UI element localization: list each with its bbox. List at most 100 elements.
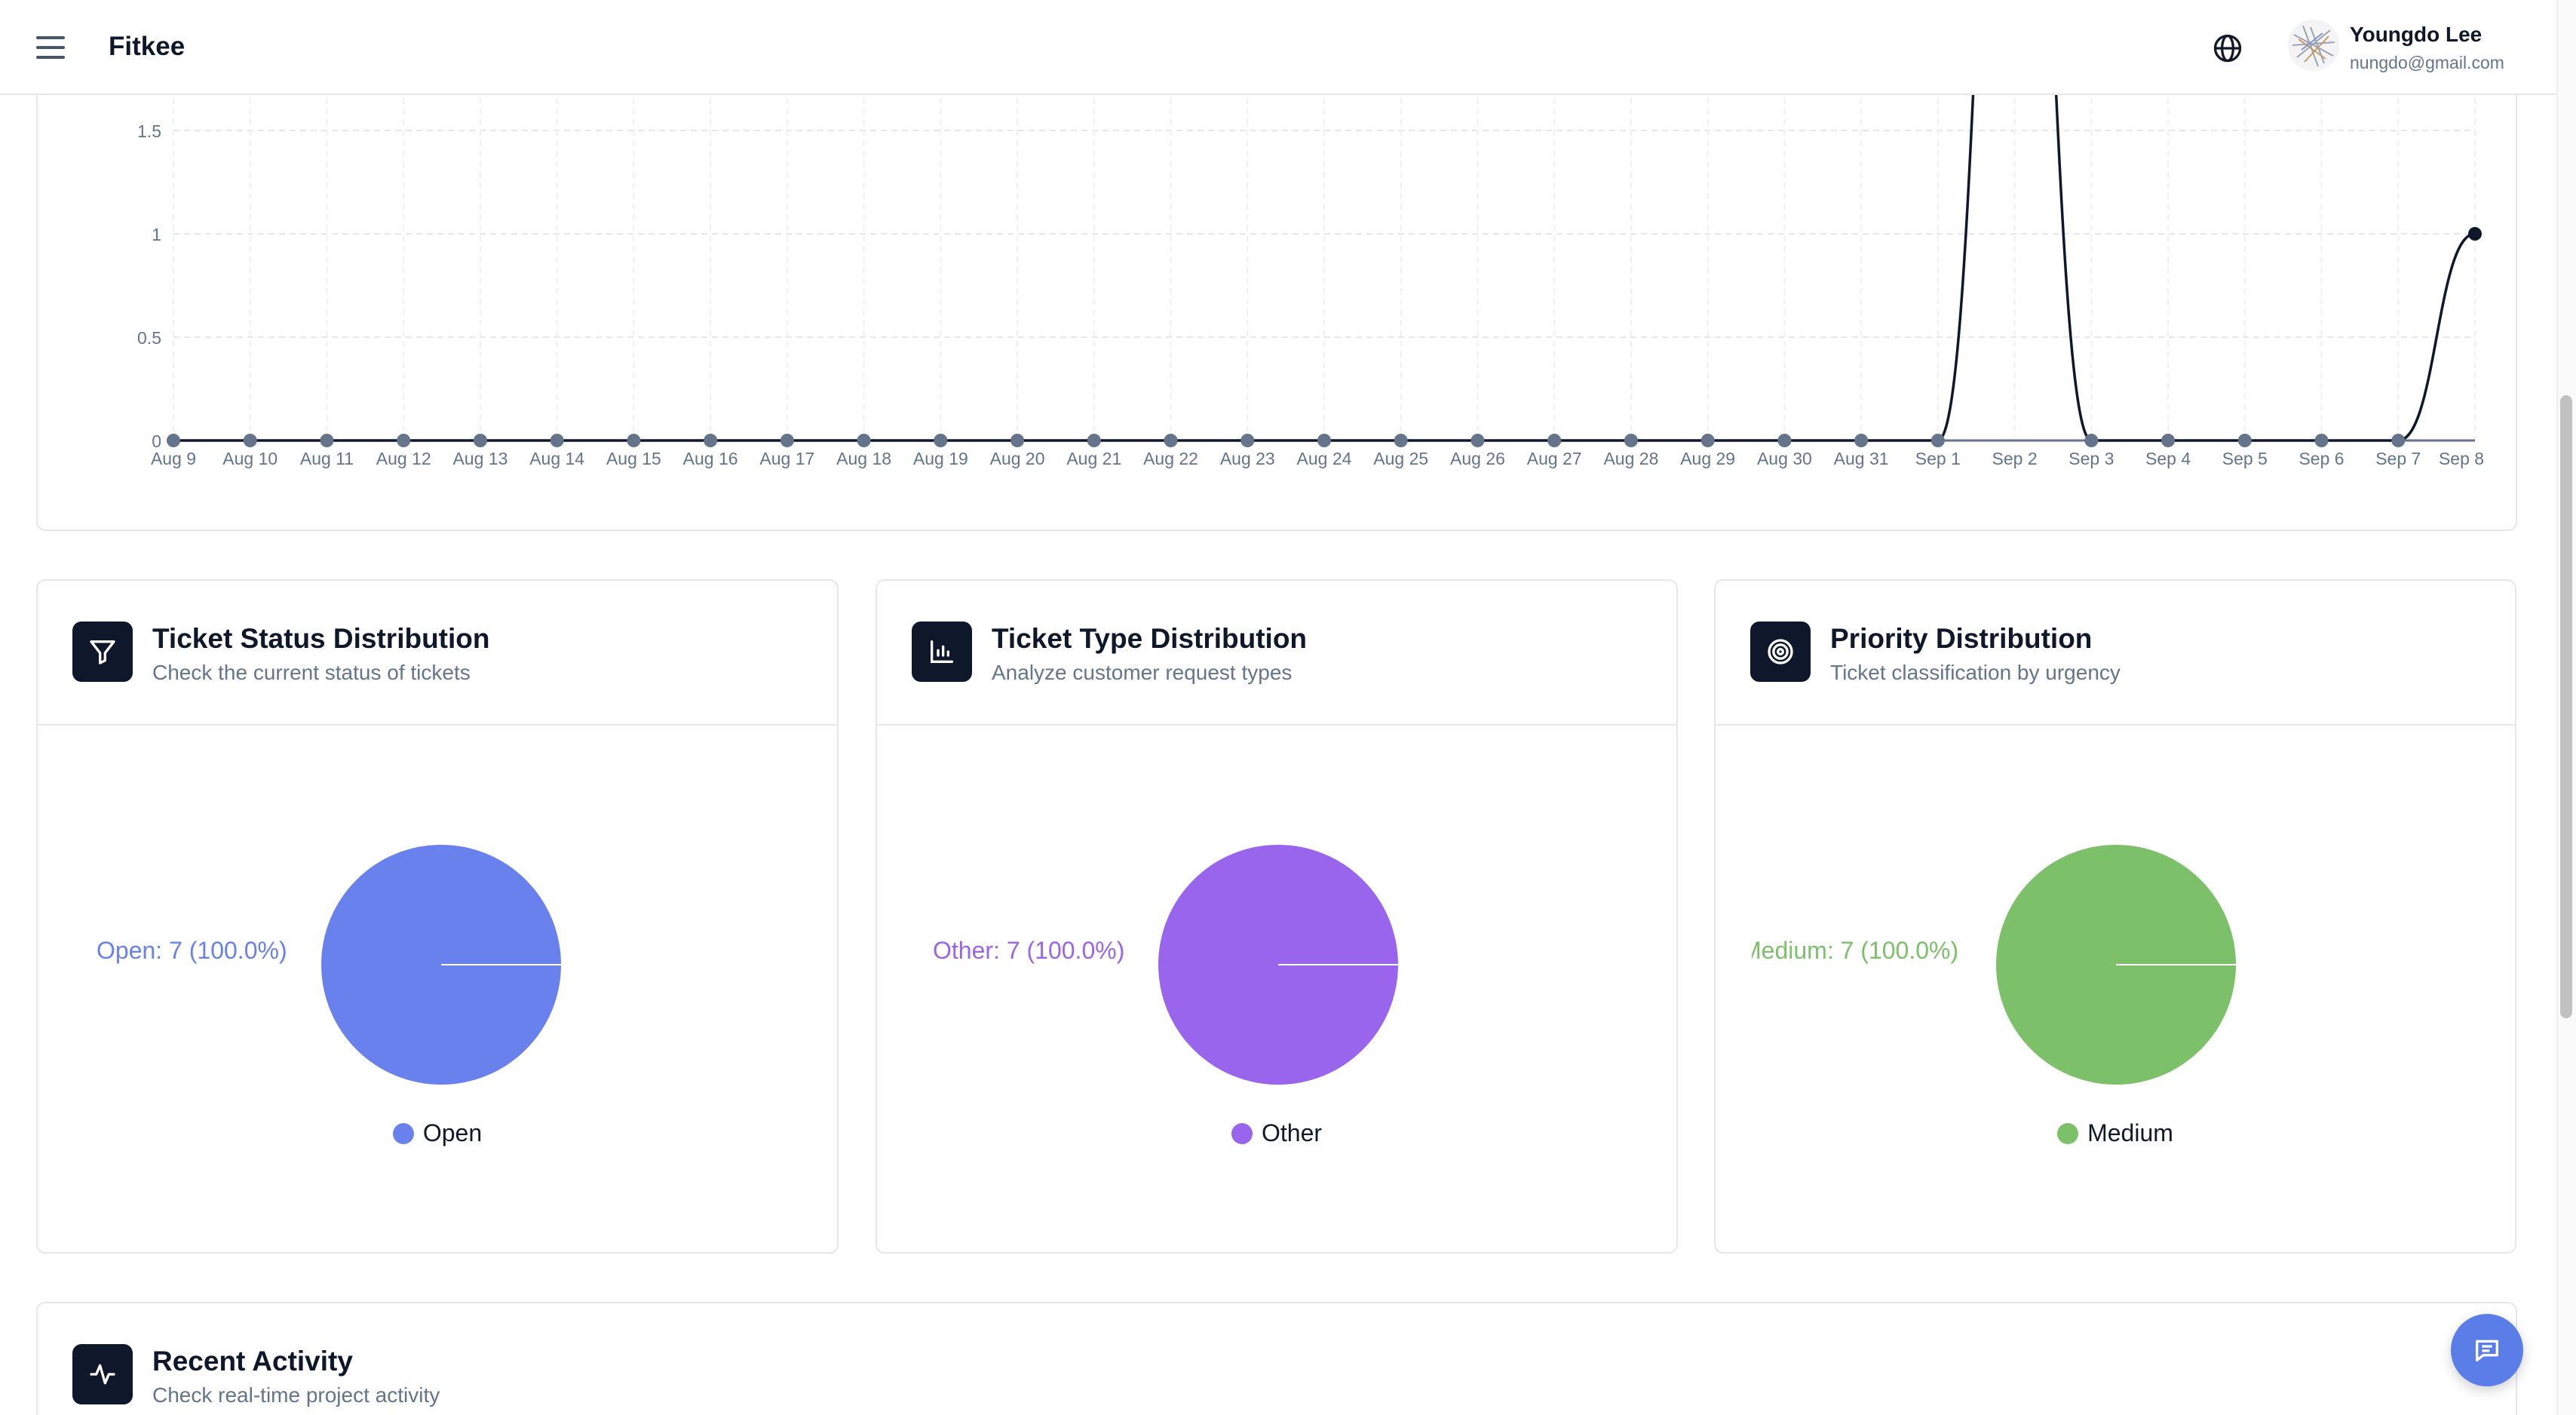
data-point (857, 434, 871, 447)
x-tick-label: Aug 9 (151, 449, 196, 468)
x-tick-label: Aug 10 (222, 449, 278, 468)
card-title: Priority Distribution (1830, 623, 2093, 654)
data-point (167, 434, 180, 447)
x-tick-label: Aug 27 (1527, 449, 1582, 468)
legend-swatch (392, 1122, 414, 1144)
card-subtitle: Analyze customer request types (992, 661, 1293, 684)
legend-label: Medium (2087, 1119, 2173, 1146)
x-tick-label: Aug 28 (1603, 449, 1658, 468)
data-point (2161, 434, 2176, 447)
data-point (2237, 434, 2252, 447)
data-point (2391, 434, 2406, 447)
scrollbar-thumb[interactable] (2560, 395, 2572, 1018)
x-tick-label: Sep 3 (2068, 449, 2114, 468)
data-point (397, 434, 411, 447)
data-point (1777, 434, 1792, 447)
legend-swatch (1231, 1122, 1253, 1144)
data-point (1854, 434, 1869, 447)
legend: Other (877, 1119, 1676, 1147)
y-tick-label: 1 (152, 225, 161, 244)
y-tick-label: 0.5 (137, 328, 161, 348)
data-point (1470, 434, 1485, 447)
data-point (1624, 434, 1638, 447)
x-tick-label: Aug 26 (1450, 449, 1505, 468)
data-point (1547, 434, 1562, 447)
card-header: Ticket Status Distribution Check the cur… (38, 581, 837, 726)
data-point (473, 434, 487, 447)
user-name: Youngdo Lee (2350, 23, 2482, 46)
recent-activity-card: Recent Activity Check real-time project … (36, 1302, 2517, 1415)
data-point (1700, 434, 1715, 447)
filter-icon (72, 622, 133, 682)
card-subtitle: Check real-time project activity (152, 1383, 440, 1407)
data-point (2084, 434, 2099, 447)
y-tick-label: 0 (152, 431, 161, 451)
ticket-trend-card: 0 0.5 1 1.5 Aug 9 Aug 10 Aug 11 Aug 12 Aug 13 Aug… (36, 45, 2517, 531)
pie-area: Open: 7 (100.0%) Open (38, 727, 837, 1252)
x-tick-label: Aug 13 (452, 449, 508, 468)
pie-slice-label: Medium: 7 (100.0%) (1752, 937, 1959, 964)
status-distribution-card: Ticket Status Distribution Check the cur… (36, 579, 839, 1254)
target-icon (1750, 622, 1811, 682)
priority-distribution-card: Priority Distribution Ticket classificat… (1714, 579, 2516, 1254)
type-distribution-card: Ticket Type Distribution Analyze custome… (876, 579, 1678, 1254)
x-tick-label: Aug 17 (759, 449, 814, 468)
x-tick-label: Aug 29 (1680, 449, 1735, 468)
chat-icon (2476, 1340, 2498, 1361)
data-point (1087, 434, 1101, 447)
x-tick-label: Aug 30 (1757, 449, 1812, 468)
legend-label: Other (1261, 1119, 1323, 1146)
data-point (934, 434, 948, 447)
card-title: Ticket Status Distribution (152, 623, 490, 654)
activity-icon (72, 1344, 133, 1404)
x-tick-label: Aug 11 (300, 449, 354, 468)
menu-icon[interactable] (36, 30, 71, 65)
data-point (2314, 434, 2329, 447)
legend: Medium (1716, 1119, 2515, 1147)
top-header: Fitkee Youngdo Lee nungdo@gmail.com (0, 0, 2556, 95)
data-point (1317, 434, 1331, 447)
data-point (704, 434, 718, 447)
data-point (1010, 434, 1025, 447)
x-tick-label: Aug 16 (683, 449, 738, 468)
avatar[interactable] (2288, 20, 2339, 71)
data-point (1394, 434, 1408, 447)
chat-button[interactable] (2451, 1314, 2523, 1386)
type-pie-chart (1158, 845, 1398, 1085)
x-tick-label: Aug 12 (376, 449, 431, 468)
x-tick-label: Aug 24 (1297, 449, 1352, 468)
data-point (1164, 434, 1178, 447)
card-title: Recent Activity (152, 1346, 353, 1377)
pie-slice-label: Open: 7 (100.0%) (97, 937, 287, 964)
series-line (173, 45, 2476, 442)
legend-swatch (2057, 1122, 2079, 1144)
legend: Open (38, 1119, 837, 1147)
data-point (243, 434, 257, 447)
x-tick-label: Aug 19 (913, 449, 968, 468)
user-email: nungdo@gmail.com (2350, 53, 2504, 72)
data-point (627, 434, 641, 447)
x-tick-label: Sep 1 (1915, 449, 1961, 468)
card-title: Ticket Type Distribution (992, 623, 1308, 654)
data-point (780, 434, 794, 447)
globe-icon[interactable] (2211, 32, 2244, 65)
x-tick-label: Sep 7 (2375, 449, 2421, 468)
card-subtitle: Ticket classification by urgency (1830, 661, 2121, 684)
x-tick-label: Sep 8 (2439, 449, 2484, 468)
app-title[interactable]: Fitkee (109, 32, 186, 61)
x-tick-label: Sep 6 (2298, 449, 2344, 468)
y-tick-label: 1.5 (137, 121, 161, 141)
data-point (1240, 434, 1255, 447)
data-point (2468, 227, 2482, 241)
data-point (1930, 434, 1945, 447)
data-point (320, 434, 334, 447)
x-tick-label: Aug 15 (606, 449, 661, 468)
priority-pie-chart (1996, 845, 2236, 1085)
pie-area: Medium: 7 (100.0%) Medium (1716, 727, 2515, 1252)
x-tick-label: Aug 14 (529, 449, 584, 468)
x-tick-label: Aug 18 (836, 449, 891, 468)
x-tick-label: Sep 5 (2222, 449, 2268, 468)
x-tick-label: Aug 31 (1834, 449, 1889, 468)
x-tick-label: Aug 21 (1066, 449, 1121, 468)
x-tick-label: Aug 20 (990, 449, 1045, 468)
